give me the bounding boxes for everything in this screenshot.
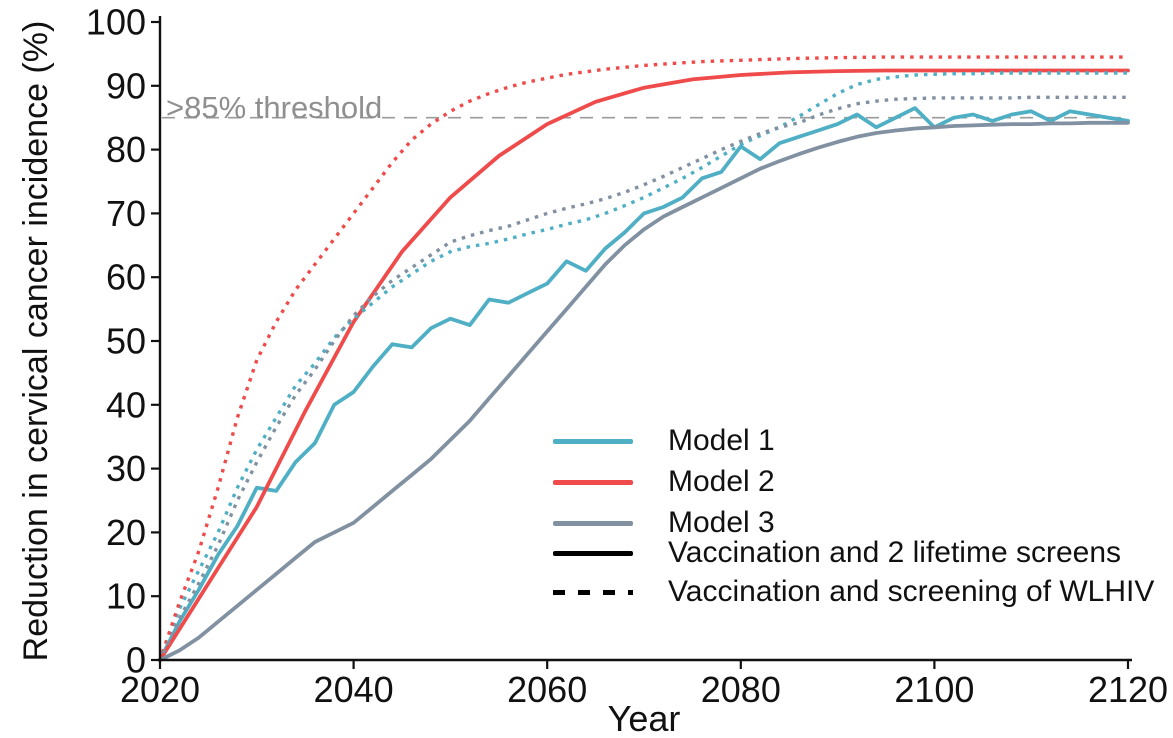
series-line-model-2-vaccination-and-2-lifetime-screens	[158, 68, 1130, 662]
y-tick-label: 10	[106, 576, 146, 617]
y-tick-label: 80	[106, 129, 146, 170]
series-line-model-3-vaccination-and-screening-of-wlhiv	[157, 95, 1130, 663]
series-line-model-1-vaccination-and-2-lifetime-screens	[158, 106, 1130, 662]
y-tick-label: 90	[106, 65, 146, 106]
x-tick-label: 2100	[894, 669, 974, 710]
x-axis-title: Year	[607, 698, 681, 738]
y-axis-title: Reduction in cervical cancer incidence (…	[17, 20, 55, 662]
series-line-model-2-vaccination-and-screening-of-wlhiv	[157, 55, 1130, 663]
series-line-model-3-vaccination-and-2-lifetime-screens	[158, 120, 1130, 662]
x-tick-label: 2040	[314, 669, 394, 710]
y-tick-label: 40	[106, 384, 146, 425]
threshold-label: >85% threshold	[166, 90, 383, 125]
y-tick-label: 100	[86, 2, 146, 43]
x-tick-label: 2120	[1088, 669, 1168, 710]
y-tick-label: 20	[106, 512, 146, 553]
y-tick-label: 30	[106, 448, 146, 489]
x-tick-label: 2020	[120, 669, 200, 710]
y-tick-label: 60	[106, 257, 146, 298]
y-tick-label: 70	[106, 193, 146, 234]
series-line-model-1-vaccination-and-screening-of-wlhiv	[157, 71, 1130, 663]
x-tick-label: 2080	[701, 669, 781, 710]
x-tick-label: 2060	[507, 669, 587, 710]
y-tick-label: 0	[126, 640, 146, 681]
y-tick-label: 50	[106, 321, 146, 362]
